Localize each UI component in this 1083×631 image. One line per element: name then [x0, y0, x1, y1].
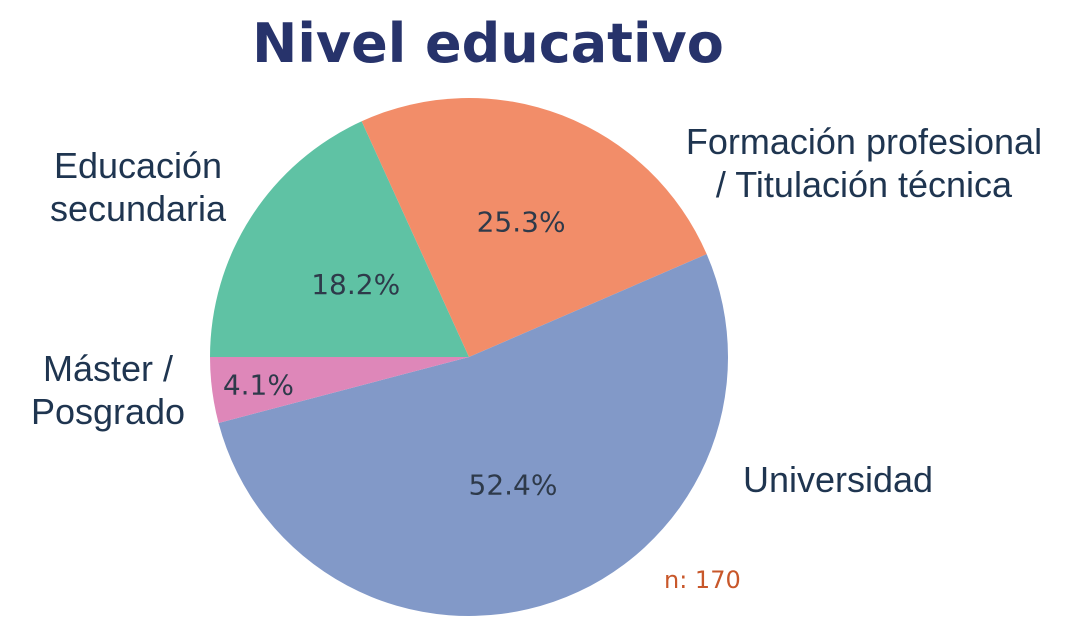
- category-labels: Educación secundaria Formación profesional…: [31, 121, 1042, 500]
- category-label-educacion-secundaria: Educación secundaria: [50, 145, 227, 229]
- pie-slice-educacion-secundaria: [210, 121, 469, 357]
- category-label-formacion-profesional-titulacion-tecnica: Formación profesional / Titulación técnic…: [686, 121, 1042, 205]
- category-label-line: Formación profesional: [686, 121, 1042, 162]
- category-label-master-posgrado: Máster / Posgrado: [31, 348, 185, 432]
- pie-slice-master-posgrado: [210, 357, 469, 423]
- percent-label-universidad: 52.4%: [469, 468, 558, 501]
- chart-title: Nivel educativo: [252, 12, 724, 75]
- category-label-universidad: Universidad: [743, 459, 933, 500]
- percent-label-educacion-secundaria: 18.2%: [311, 268, 400, 301]
- pie-slices: [210, 97, 729, 617]
- sample-size-note: n: 170: [664, 566, 741, 594]
- category-label-line: Máster /: [43, 348, 173, 389]
- category-label-line: / Titulación técnica: [716, 164, 1013, 205]
- percent-label-formacion-profesional-titulacion-tecnica: 25.3%: [477, 206, 566, 239]
- percent-labels: 18.2% 25.3% 52.4% 4.1%: [223, 206, 566, 502]
- pie-slice-formacion-profesional-titulacion-tecnica: [361, 97, 707, 357]
- category-label-line: Universidad: [743, 459, 933, 500]
- percent-label-master-posgrado: 4.1%: [223, 368, 294, 401]
- category-label-line: Posgrado: [31, 391, 185, 432]
- category-label-line: Educación: [54, 145, 222, 186]
- category-label-line: secundaria: [50, 188, 227, 229]
- pie-slice-universidad: [218, 254, 729, 617]
